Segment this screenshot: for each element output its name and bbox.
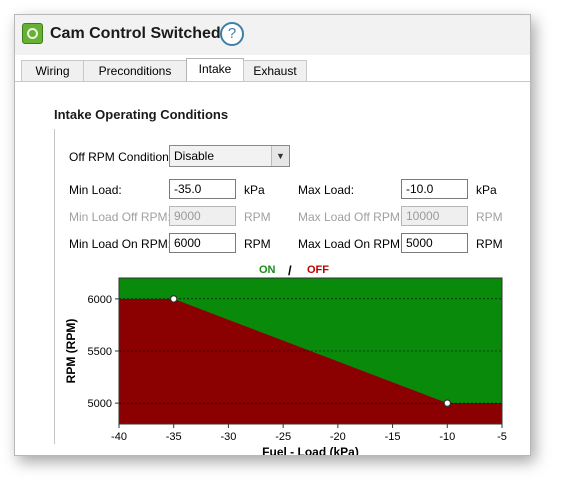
legend-separator: / — [288, 263, 292, 278]
window-title: Cam Control Switched — [50, 25, 221, 42]
x-tick-label: -30 — [220, 431, 236, 443]
tab-divider — [15, 81, 530, 82]
max-load-off-rpm-label: Max Load Off RPM: — [298, 210, 404, 224]
y-tick-label: 5000 — [88, 398, 112, 410]
off-region — [119, 298, 502, 424]
control-point[interactable] — [169, 295, 178, 303]
min-load-on-rpm-unit: RPM — [244, 237, 271, 251]
chevron-down-icon[interactable]: ▼ — [271, 146, 289, 166]
min-load-input[interactable] — [169, 179, 236, 199]
x-tick-label: -40 — [111, 431, 127, 443]
max-load-on-rpm-label: Max Load On RPM: — [298, 237, 404, 251]
control-point[interactable] — [443, 399, 452, 407]
off-rpm-condition-label: Off RPM Condition — [69, 150, 169, 164]
y-tick-label: 6000 — [88, 294, 112, 306]
legend-on: ON — [259, 264, 276, 276]
tab-wiring[interactable]: Wiring — [21, 60, 84, 81]
x-tick-label: -10 — [439, 431, 455, 443]
tab-intake[interactable]: Intake — [186, 58, 244, 81]
x-tick-label: -5 — [497, 431, 507, 443]
cam-control-window: Cam Control Switched ? Wiring Preconditi… — [14, 14, 531, 456]
x-tick-label: -20 — [330, 431, 346, 443]
off-rpm-condition-value: Disable — [174, 149, 215, 163]
max-load-on-rpm-input[interactable] — [401, 233, 468, 253]
max-load-on-rpm-unit: RPM — [476, 237, 503, 251]
cam-control-icon — [22, 23, 43, 44]
min-load-on-rpm-input[interactable] — [169, 233, 236, 253]
x-tick-label: -35 — [166, 431, 182, 443]
max-load-input[interactable] — [401, 179, 468, 199]
intake-panel: Intake Operating Conditions Off RPM Cond… — [15, 82, 530, 455]
min-load-off-rpm-label: Min Load Off RPM: — [69, 210, 171, 224]
min-load-off-rpm-input — [169, 206, 236, 226]
max-load-label: Max Load: — [298, 183, 355, 197]
x-tick-label: -25 — [275, 431, 291, 443]
rpm-load-chart[interactable]: -40 -35 -30 -25 -20 -15 -10 -5 5000 5500 6000 Fuel … — [15, 82, 530, 455]
x-tick-label: -15 — [385, 431, 401, 443]
off-rpm-condition-select[interactable]: Disable ▼ — [169, 145, 290, 167]
tab-exhaust[interactable]: Exhaust — [243, 60, 307, 81]
min-load-unit: kPa — [244, 183, 265, 197]
max-load-off-rpm-unit: RPM — [476, 210, 503, 224]
legend-off: OFF — [307, 264, 329, 276]
section-title: Intake Operating Conditions — [54, 107, 229, 122]
min-load-on-rpm-label: Min Load On RPM: — [69, 237, 172, 251]
max-load-off-rpm-input — [401, 206, 468, 226]
section-divider — [54, 129, 55, 444]
title-bar: Cam Control Switched ? — [15, 15, 530, 55]
x-axis-label: Fuel - Load (kPa) — [262, 445, 359, 455]
y-tick-label: 5500 — [88, 346, 112, 358]
min-load-label: Min Load: — [69, 183, 122, 197]
tab-preconditions[interactable]: Preconditions — [83, 60, 187, 81]
max-load-unit: kPa — [476, 183, 497, 197]
help-icon[interactable]: ? — [220, 22, 244, 46]
y-axis-label: RPM (RPM) — [64, 319, 78, 384]
min-load-off-rpm-unit: RPM — [244, 210, 271, 224]
